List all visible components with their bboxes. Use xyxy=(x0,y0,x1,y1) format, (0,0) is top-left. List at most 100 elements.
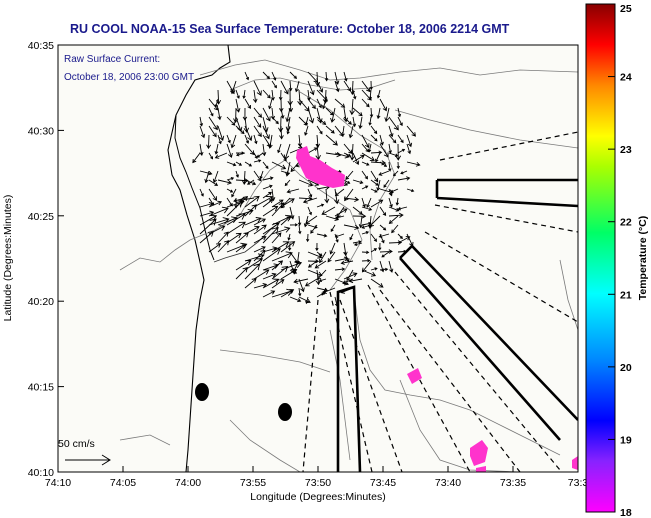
colorbar-tick-label: 19 xyxy=(620,434,632,446)
current-vector xyxy=(330,107,336,123)
current-vector xyxy=(324,71,329,82)
current-vector xyxy=(280,289,295,298)
current-vector xyxy=(199,125,206,139)
current-vector xyxy=(314,260,327,269)
current-vector xyxy=(256,152,264,158)
current-vector xyxy=(370,248,378,253)
current-vector xyxy=(334,98,346,108)
current-vector xyxy=(280,80,289,95)
current-vector xyxy=(370,134,378,142)
current-vector xyxy=(406,233,414,247)
current-vector xyxy=(287,233,291,241)
current-vector xyxy=(344,188,354,202)
current-vector xyxy=(208,116,218,131)
current-vector xyxy=(352,107,363,117)
current-vector xyxy=(397,176,411,181)
y-tick-label: 40:15 xyxy=(28,382,54,394)
current-vector xyxy=(388,206,400,212)
current-vector xyxy=(358,215,364,229)
current-vector xyxy=(307,206,312,216)
current-vector xyxy=(340,260,354,265)
current-vector xyxy=(226,116,236,126)
current-vector xyxy=(280,107,285,120)
current-vector xyxy=(199,116,204,127)
current-vector xyxy=(325,107,334,116)
current-vector xyxy=(304,116,309,126)
current-vector xyxy=(307,80,315,96)
current-vector xyxy=(388,215,399,224)
x-tick-label: 73:3 xyxy=(568,477,589,489)
current-vector xyxy=(286,125,291,135)
current-vector xyxy=(334,233,345,238)
current-vector xyxy=(379,249,393,254)
current-vector xyxy=(217,231,229,244)
current-vector xyxy=(352,213,367,219)
current-vector xyxy=(352,240,362,244)
current-vector xyxy=(212,170,219,184)
current-vector xyxy=(370,278,384,288)
current-vector xyxy=(379,134,384,146)
current-vector xyxy=(192,152,201,164)
current-vector xyxy=(253,116,262,128)
current-vector xyxy=(244,253,265,262)
current-vector xyxy=(217,125,225,142)
current-vector xyxy=(253,196,274,208)
current-vector xyxy=(226,134,231,144)
current-vector xyxy=(306,233,310,243)
current-vector xyxy=(352,89,357,100)
current-vector xyxy=(208,107,214,117)
current-vector xyxy=(208,243,222,253)
current-vector xyxy=(244,278,257,289)
current-vector xyxy=(280,241,296,253)
current-vector xyxy=(397,134,404,144)
current-vector xyxy=(322,98,327,110)
current-vector xyxy=(388,161,392,172)
current-vector xyxy=(271,199,284,208)
current-vector xyxy=(369,80,373,91)
x-tick-label: 74:05 xyxy=(110,477,136,489)
current-vector xyxy=(384,107,390,123)
current-vector xyxy=(297,215,302,226)
current-vector xyxy=(244,258,263,271)
current-vector xyxy=(271,188,276,202)
current-vector xyxy=(253,152,258,159)
current-vector xyxy=(366,197,372,208)
current-vector xyxy=(334,71,340,85)
current-vector xyxy=(214,98,219,108)
current-vector xyxy=(253,224,267,235)
current-vector xyxy=(304,278,318,287)
current-vector xyxy=(406,143,412,155)
current-vector xyxy=(381,251,390,258)
colorbar-label: Temperature (°C) xyxy=(637,216,649,301)
current-vector xyxy=(307,107,315,124)
y-axis-ticks: 40:35 40:30 40:25 40:20 40:15 40:10 xyxy=(28,40,64,479)
current-vector xyxy=(343,179,351,184)
current-vector xyxy=(379,98,387,112)
colorbar-tick-label: 20 xyxy=(620,362,632,374)
current-vector xyxy=(298,287,302,297)
current-vector xyxy=(397,206,408,211)
current-vector xyxy=(271,260,284,271)
current-vector xyxy=(289,223,299,227)
current-vector xyxy=(235,170,239,178)
y-tick-label: 40:25 xyxy=(28,211,54,223)
current-vector xyxy=(204,170,210,184)
current-vector xyxy=(334,296,339,307)
y-tick-label: 40:35 xyxy=(28,40,54,52)
current-vector xyxy=(262,125,270,140)
current-vector xyxy=(230,80,237,95)
colorbar-tick-label: 21 xyxy=(620,289,632,301)
current-vector xyxy=(199,188,204,197)
current-vector xyxy=(253,246,266,253)
current-vector xyxy=(288,242,292,251)
current-vector xyxy=(379,161,388,167)
current-vector xyxy=(348,278,363,284)
current-vector xyxy=(208,200,223,208)
current-vector xyxy=(292,260,300,273)
current-vector xyxy=(267,134,273,149)
current-vector xyxy=(406,125,416,137)
current-vector xyxy=(379,206,387,217)
current-vector xyxy=(259,170,264,180)
current-vector xyxy=(294,80,300,93)
